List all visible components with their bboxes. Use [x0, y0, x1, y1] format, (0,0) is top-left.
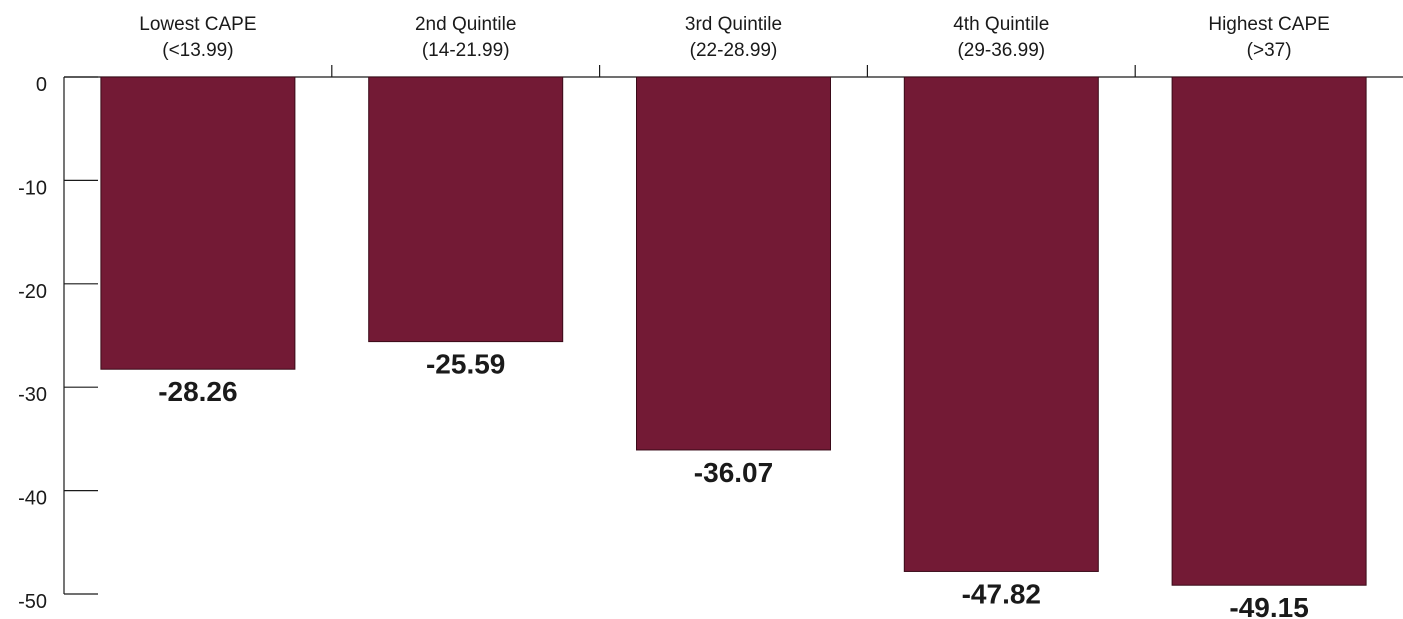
- category-label: 4th Quintile: [953, 14, 1049, 35]
- y-tick-label: -30: [18, 384, 47, 406]
- bar: [368, 76, 564, 343]
- category-label: (22-28.99): [690, 40, 778, 61]
- bar: [636, 76, 831, 451]
- value-labels: -28.26 -25.59 -36.07 -47.82 -49.15: [158, 349, 1309, 619]
- data-label: -25.59: [426, 349, 505, 380]
- bar: [100, 76, 296, 370]
- y-axis: 0 -10 -20 -30 -40 -50: [18, 74, 98, 613]
- y-tick-label: -20: [18, 281, 47, 303]
- category-labels: Lowest CAPE (<13.99) 2nd Quintile (14-21.99…: [139, 14, 1330, 61]
- category-label: (14-21.99): [422, 40, 510, 61]
- bar: [1171, 76, 1367, 586]
- category-label: Lowest CAPE: [139, 14, 256, 35]
- y-tick-label: -40: [18, 488, 47, 510]
- y-tick-label: -50: [18, 591, 47, 613]
- data-label: -47.82: [962, 578, 1041, 609]
- category-label: (>37): [1247, 40, 1292, 61]
- bars: [100, 76, 1367, 586]
- y-tick-label: 0: [36, 74, 47, 96]
- category-label: (29-36.99): [957, 40, 1045, 61]
- category-label: Highest CAPE: [1208, 14, 1329, 35]
- category-label: 3rd Quintile: [685, 14, 782, 35]
- data-label: -28.26: [158, 376, 237, 407]
- category-label: 2nd Quintile: [415, 14, 516, 35]
- data-label: -49.15: [1229, 592, 1308, 619]
- y-tick-label: -10: [18, 177, 47, 199]
- data-label: -36.07: [694, 457, 773, 488]
- bar: [903, 76, 1099, 572]
- category-label: (<13.99): [162, 40, 233, 61]
- x-axis: [64, 65, 1403, 78]
